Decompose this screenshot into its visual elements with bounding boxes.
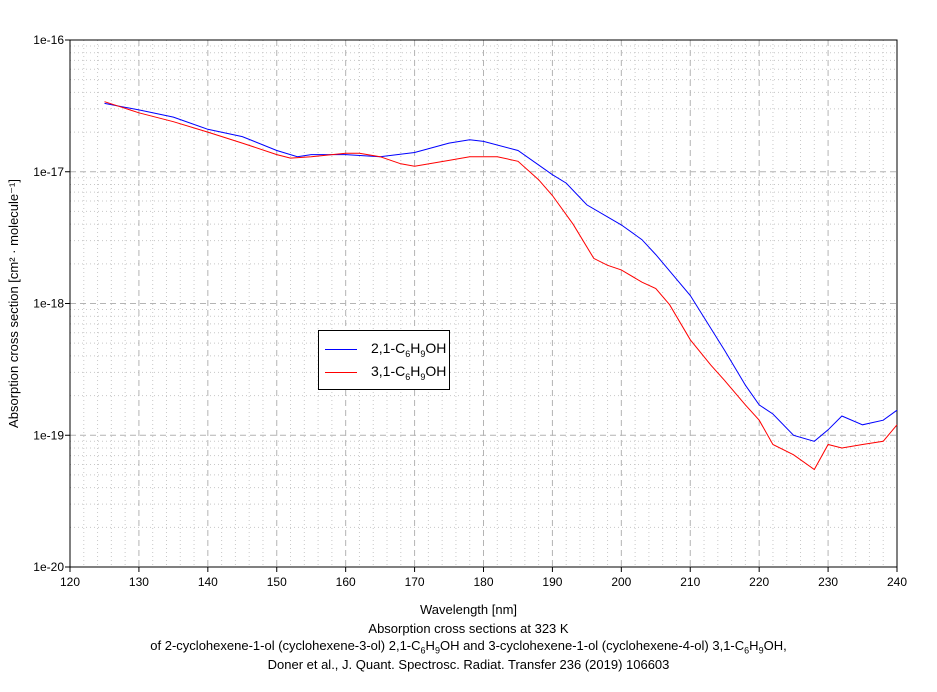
series-line-1 <box>104 102 898 442</box>
x-tick-label: 230 <box>818 575 838 589</box>
x-axis-label: Wavelength [nm] <box>419 602 518 617</box>
x-tick-label: 210 <box>680 575 700 589</box>
x-tick-label: 240 <box>887 575 907 589</box>
legend: 2,1-C6H9OH 3,1-C6H9OH <box>318 330 450 390</box>
y-tick-label: 1e-17 <box>33 165 64 179</box>
x-tick-label: 220 <box>749 575 769 589</box>
x-tick-label: 150 <box>267 575 287 589</box>
x-tick-label: 130 <box>129 575 149 589</box>
legend-label: 3,1-C6H9OH <box>371 363 447 382</box>
caption-line-3: Doner et al., J. Quant. Spectrosc. Radia… <box>267 657 670 672</box>
y-tick-label: 1e-20 <box>33 560 64 574</box>
legend-item: 2,1-C6H9OH <box>325 340 446 359</box>
legend-item: 3,1-C6H9OH <box>325 363 446 382</box>
caption-line-2: of 2-cyclohexene-1-ol (cyclohexene-3-ol)… <box>150 638 787 656</box>
x-tick-label: 170 <box>405 575 425 589</box>
series-line-2 <box>104 101 898 471</box>
x-tick-label: 160 <box>336 575 356 589</box>
legend-label: 2,1-C6H9OH <box>371 340 447 359</box>
x-tick-label: 120 <box>60 575 80 589</box>
caption-line-1: Absorption cross sections at 323 K <box>368 621 569 636</box>
y-tick-label: 1e-19 <box>33 428 64 442</box>
legend-swatch-red <box>325 371 357 373</box>
y-axis-label: Absorption cross section [cm² · molecule… <box>6 179 21 428</box>
x-tick-label: 190 <box>542 575 562 589</box>
y-tick-label: 1e-18 <box>33 297 64 311</box>
legend-swatch-blue <box>325 348 357 350</box>
x-tick-label: 140 <box>198 575 218 589</box>
x-tick-label: 200 <box>611 575 631 589</box>
x-tick-label: 180 <box>473 575 493 589</box>
y-tick-label: 1e-16 <box>33 33 64 47</box>
